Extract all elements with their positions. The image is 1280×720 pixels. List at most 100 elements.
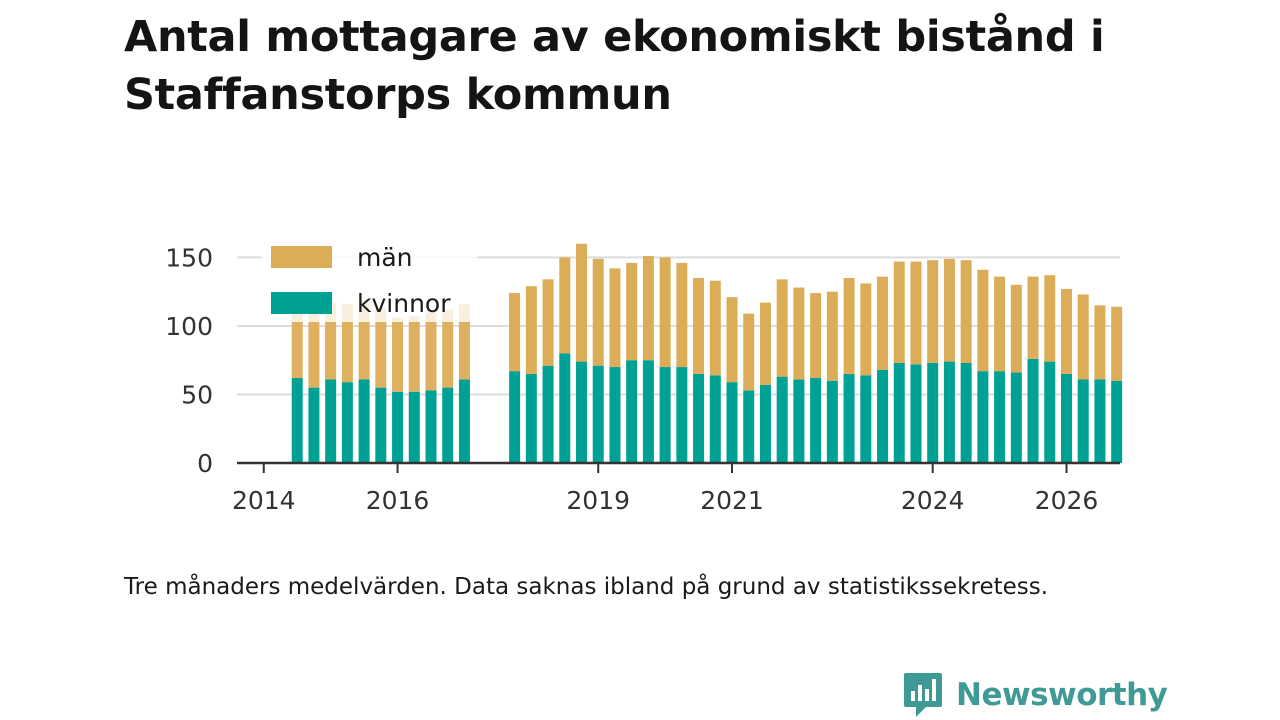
bar-kvinnor[interactable] xyxy=(1027,358,1039,463)
x-tick-label: 2019 xyxy=(566,486,630,515)
bar-man[interactable] xyxy=(676,262,688,368)
bar-man[interactable] xyxy=(776,279,788,377)
bar-man[interactable] xyxy=(626,262,638,361)
bar-man[interactable] xyxy=(910,261,922,365)
bar-kvinnor[interactable] xyxy=(1044,361,1056,463)
bar-kvinnor[interactable] xyxy=(425,390,437,463)
bar-kvinnor[interactable] xyxy=(609,367,621,463)
bar-kvinnor[interactable] xyxy=(977,371,989,463)
bar-kvinnor[interactable] xyxy=(592,365,604,463)
bar-man[interactable] xyxy=(592,258,604,366)
bar-man[interactable] xyxy=(559,257,571,354)
bar-kvinnor[interactable] xyxy=(458,379,470,463)
bar-man[interactable] xyxy=(375,308,387,388)
bar-kvinnor[interactable] xyxy=(860,375,872,463)
bar-kvinnor[interactable] xyxy=(943,361,955,463)
bar-man[interactable] xyxy=(793,287,805,380)
bar-kvinnor[interactable] xyxy=(709,375,721,463)
bar-man[interactable] xyxy=(693,277,705,374)
bar-man[interactable] xyxy=(860,283,872,376)
bar-man[interactable] xyxy=(810,293,822,379)
bar-kvinnor[interactable] xyxy=(1060,373,1072,463)
bar-kvinnor[interactable] xyxy=(375,387,387,463)
bar-kvinnor[interactable] xyxy=(325,379,337,463)
bar-kvinnor[interactable] xyxy=(743,390,755,463)
newsworthy-logo[interactable]: Newsworthy xyxy=(902,670,1168,720)
bar-man[interactable] xyxy=(1060,288,1072,374)
bar-kvinnor[interactable] xyxy=(642,360,654,463)
bar-man[interactable] xyxy=(943,258,955,362)
bar-kvinnor[interactable] xyxy=(676,367,688,463)
bar-man[interactable] xyxy=(392,317,404,392)
bar-man[interactable] xyxy=(994,276,1006,372)
bar-kvinnor[interactable] xyxy=(726,382,738,463)
bar-kvinnor[interactable] xyxy=(1094,379,1106,463)
bar-man[interactable] xyxy=(743,313,755,391)
bar-kvinnor[interactable] xyxy=(525,373,537,463)
bar-man[interactable] xyxy=(325,302,337,380)
bar-kvinnor[interactable] xyxy=(910,364,922,463)
bar-man[interactable] xyxy=(726,297,738,383)
bar-man[interactable] xyxy=(442,309,454,388)
bar-man[interactable] xyxy=(960,260,972,363)
bar-man[interactable] xyxy=(291,306,303,379)
bar-kvinnor[interactable] xyxy=(994,371,1006,463)
bar-kvinnor[interactable] xyxy=(392,391,404,463)
bar-man[interactable] xyxy=(1111,306,1123,381)
bar-kvinnor[interactable] xyxy=(626,360,638,463)
bar-man[interactable] xyxy=(542,279,554,366)
bar-man[interactable] xyxy=(659,257,671,368)
bar-kvinnor[interactable] xyxy=(1077,379,1089,463)
bar-man[interactable] xyxy=(358,299,370,380)
bar-man[interactable] xyxy=(1010,284,1022,373)
bar-kvinnor[interactable] xyxy=(341,382,353,463)
bar-man[interactable] xyxy=(1027,276,1039,359)
bar-chart-speech-bubble-icon xyxy=(904,673,942,717)
bar-man[interactable] xyxy=(609,268,621,368)
bar-kvinnor[interactable] xyxy=(776,376,788,463)
bar-man[interactable] xyxy=(977,269,989,372)
bar-kvinnor[interactable] xyxy=(408,391,420,463)
bar-kvinnor[interactable] xyxy=(793,379,805,463)
bar-kvinnor[interactable] xyxy=(893,362,905,463)
bar-kvinnor[interactable] xyxy=(1010,372,1022,463)
bar-man[interactable] xyxy=(843,277,855,374)
bar-kvinnor[interactable] xyxy=(509,371,521,463)
bar-man[interactable] xyxy=(525,286,537,374)
bar-kvinnor[interactable] xyxy=(927,362,939,463)
bar-kvinnor[interactable] xyxy=(1111,380,1123,463)
bar-kvinnor[interactable] xyxy=(559,353,571,463)
bar-man[interactable] xyxy=(425,312,437,391)
bar-kvinnor[interactable] xyxy=(810,378,822,463)
bar-kvinnor[interactable] xyxy=(759,384,771,463)
bar-man[interactable] xyxy=(893,261,905,363)
bar-kvinnor[interactable] xyxy=(542,365,554,463)
bar-man[interactable] xyxy=(509,293,521,372)
bar-kvinnor[interactable] xyxy=(576,361,588,463)
bar-kvinnor[interactable] xyxy=(659,367,671,463)
bar-kvinnor[interactable] xyxy=(358,379,370,463)
bar-man[interactable] xyxy=(642,256,654,361)
bar-man[interactable] xyxy=(759,302,771,385)
bar-man[interactable] xyxy=(408,316,420,392)
bar-man[interactable] xyxy=(877,276,889,370)
bar-man[interactable] xyxy=(458,304,470,380)
bar-kvinnor[interactable] xyxy=(877,369,889,463)
bar-man[interactable] xyxy=(1094,305,1106,380)
bar-man[interactable] xyxy=(1044,275,1056,362)
bar-kvinnor[interactable] xyxy=(442,387,454,463)
bar-man[interactable] xyxy=(1077,294,1089,380)
bar-kvinnor[interactable] xyxy=(308,387,320,463)
bar-man[interactable] xyxy=(576,243,588,362)
bar-kvinnor[interactable] xyxy=(291,378,303,463)
bar-kvinnor[interactable] xyxy=(826,380,838,463)
bar-man[interactable] xyxy=(308,309,320,388)
bar-man[interactable] xyxy=(927,260,939,363)
bar-kvinnor[interactable] xyxy=(693,373,705,463)
bar-kvinnor[interactable] xyxy=(960,362,972,463)
bar-man[interactable] xyxy=(341,304,353,383)
bar-kvinnor[interactable] xyxy=(843,373,855,463)
bar-man[interactable] xyxy=(709,280,721,376)
bar-man[interactable] xyxy=(826,291,838,381)
brand-name: Newsworthy xyxy=(956,677,1168,713)
